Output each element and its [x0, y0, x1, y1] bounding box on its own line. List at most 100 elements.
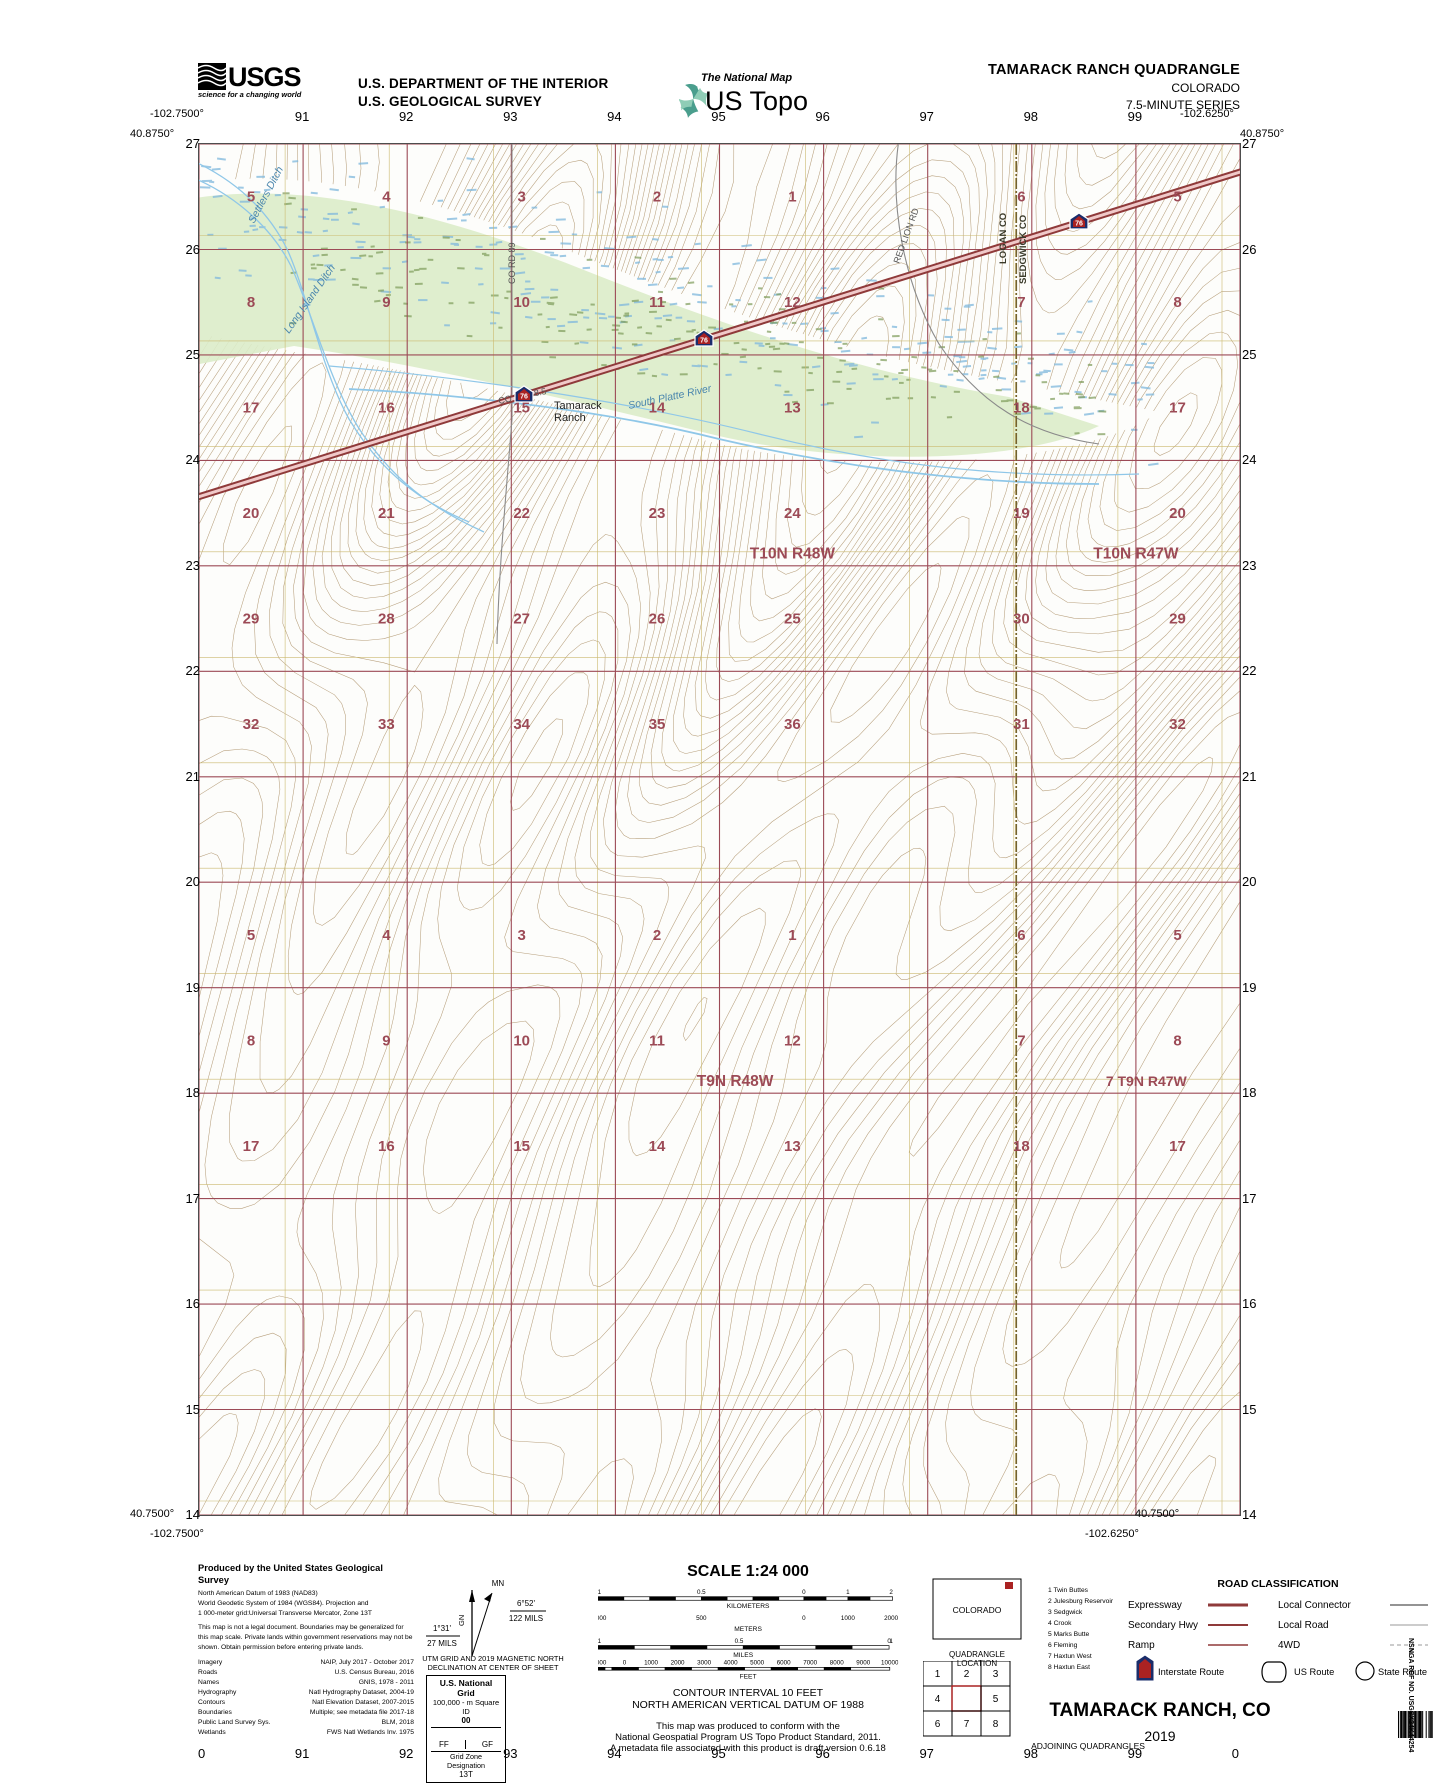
svg-text:95: 95 — [711, 109, 725, 124]
svg-text:76: 76 — [700, 338, 708, 345]
svg-text:5: 5 — [1173, 927, 1181, 944]
svg-text:0: 0 — [623, 1660, 627, 1667]
svg-text:CO RD 89: CO RD 89 — [507, 242, 517, 284]
svg-text:FEET: FEET — [740, 1674, 757, 1681]
svg-text:KILOMETERS: KILOMETERS — [727, 1603, 770, 1610]
svg-text:15: 15 — [513, 1138, 530, 1155]
svg-text:science for a changing world: science for a changing world — [198, 90, 302, 99]
svg-text:22: 22 — [513, 505, 530, 522]
svg-text:21: 21 — [378, 505, 395, 522]
svg-text:0: 0 — [802, 1589, 806, 1596]
svg-text:3: 3 — [518, 927, 526, 944]
svg-text:METERS: METERS — [734, 1626, 762, 1633]
svg-text:9: 9 — [382, 294, 390, 311]
svg-text:MILES: MILES — [733, 1652, 753, 1659]
svg-text:18: 18 — [1013, 400, 1030, 417]
svg-text:92: 92 — [399, 109, 413, 124]
svg-text:92: 92 — [399, 1746, 413, 1761]
svg-text:LOGAN CO: LOGAN CO — [998, 213, 1009, 264]
svg-text:122 MILS: 122 MILS — [509, 1614, 543, 1623]
svg-text:7 T9N R47W: 7 T9N R47W — [1106, 1073, 1188, 1089]
svg-text:SEDGWICK CO: SEDGWICK CO — [1018, 215, 1029, 284]
svg-text:16: 16 — [378, 1138, 395, 1155]
svg-text:30: 30 — [1013, 611, 1030, 628]
svg-text:90: 90 — [198, 1746, 205, 1761]
svg-text:7: 7 — [1017, 1032, 1025, 1049]
svg-text:Ramp: Ramp — [1128, 1640, 1155, 1651]
svg-text:35: 35 — [649, 716, 666, 733]
svg-text:24: 24 — [784, 505, 801, 522]
svg-text:1: 1 — [598, 1589, 602, 1596]
svg-text:23: 23 — [649, 505, 666, 522]
svg-text:1000: 1000 — [841, 1615, 855, 1622]
svg-text:USGS: USGS — [228, 62, 301, 92]
svg-text:The National Map: The National Map — [701, 72, 792, 84]
svg-text:COLORADO: COLORADO — [953, 1605, 1002, 1615]
svg-text:4: 4 — [382, 189, 391, 206]
svg-text:17: 17 — [1169, 400, 1186, 417]
svg-text:US Route: US Route — [1294, 1667, 1334, 1677]
svg-text:5: 5 — [993, 1694, 999, 1705]
svg-text:T9N R48W: T9N R48W — [697, 1073, 774, 1090]
svg-text:8: 8 — [993, 1719, 999, 1730]
svg-text:1000: 1000 — [598, 1615, 607, 1622]
svg-text:17: 17 — [1169, 1138, 1186, 1155]
svg-text:4: 4 — [935, 1694, 941, 1705]
svg-text:20: 20 — [1169, 505, 1186, 522]
svg-text:10: 10 — [513, 1032, 530, 1049]
svg-text:4WD: 4WD — [1278, 1640, 1300, 1651]
svg-text:0.5: 0.5 — [735, 1638, 744, 1645]
svg-text:76: 76 — [520, 394, 528, 401]
svg-text:2: 2 — [889, 1589, 893, 1596]
svg-text:GN: GN — [457, 1615, 466, 1626]
svg-text:7: 7 — [964, 1719, 970, 1730]
svg-text:6: 6 — [1017, 189, 1025, 206]
svg-text:Secondary Hwy: Secondary Hwy — [1128, 1620, 1198, 1631]
svg-text:6°52': 6°52' — [517, 1599, 536, 1608]
svg-text:32: 32 — [1169, 716, 1186, 733]
svg-text:36: 36 — [784, 716, 801, 733]
svg-text:Local Connector: Local Connector — [1278, 1600, 1351, 1611]
svg-text:25: 25 — [784, 611, 801, 628]
svg-text:96: 96 — [815, 109, 829, 124]
svg-text:6000: 6000 — [777, 1660, 791, 1667]
svg-text:29: 29 — [1169, 611, 1186, 628]
svg-text:10: 10 — [513, 294, 530, 311]
svg-text:1000: 1000 — [644, 1660, 658, 1667]
svg-text:2: 2 — [964, 1669, 970, 1680]
svg-text:5000: 5000 — [750, 1660, 764, 1667]
svg-text:Ranch: Ranch — [554, 412, 586, 424]
svg-text:2000: 2000 — [671, 1660, 685, 1667]
svg-text:1: 1 — [889, 1638, 893, 1645]
svg-text:Expressway: Expressway — [1128, 1600, 1182, 1611]
svg-text:19: 19 — [1013, 505, 1030, 522]
svg-text:98: 98 — [1024, 109, 1038, 124]
svg-text:T10N R47W: T10N R47W — [1093, 546, 1179, 563]
svg-text:2: 2 — [653, 927, 661, 944]
svg-text:29: 29 — [243, 611, 260, 628]
svg-text:8: 8 — [1173, 1032, 1181, 1049]
svg-text:500: 500 — [696, 1615, 707, 1622]
svg-text:2000: 2000 — [884, 1615, 898, 1622]
svg-text:1: 1 — [788, 189, 796, 206]
svg-text:31: 31 — [1013, 716, 1030, 733]
svg-text:3: 3 — [993, 1669, 999, 1680]
svg-text:93: 93 — [503, 109, 517, 124]
svg-text:9: 9 — [382, 1032, 390, 1049]
svg-text:27: 27 — [513, 611, 530, 628]
svg-text:16: 16 — [378, 400, 395, 417]
svg-text:18: 18 — [1013, 1138, 1030, 1155]
svg-text:0.5: 0.5 — [697, 1589, 706, 1596]
svg-text:2: 2 — [653, 189, 661, 206]
svg-text:11: 11 — [649, 294, 665, 311]
svg-text:5: 5 — [247, 927, 255, 944]
svg-text:8: 8 — [247, 294, 255, 311]
svg-text:9000: 9000 — [856, 1660, 870, 1667]
svg-text:4000: 4000 — [724, 1660, 738, 1667]
svg-text:33: 33 — [378, 716, 395, 733]
svg-text:32: 32 — [243, 716, 260, 733]
svg-text:T10N R48W: T10N R48W — [750, 546, 836, 563]
svg-text:1000: 1000 — [598, 1660, 607, 1667]
svg-text:0: 0 — [802, 1615, 806, 1622]
svg-text:14: 14 — [649, 1138, 666, 1155]
